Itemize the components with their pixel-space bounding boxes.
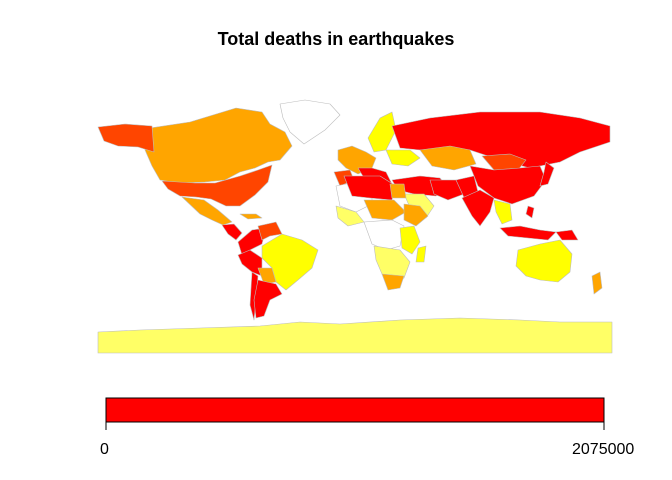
country-indonesia — [499, 225, 557, 241]
country-eastern-europe — [385, 149, 421, 167]
country-cuba — [239, 213, 263, 220]
country-central-america — [221, 223, 243, 241]
country-madagascar — [415, 245, 427, 263]
country-venezuela — [257, 221, 283, 241]
country-japan — [539, 161, 555, 187]
country-peru — [237, 249, 263, 277]
country-bolivia — [257, 267, 277, 285]
country-usa — [161, 164, 273, 207]
country-scandinavia — [367, 111, 397, 153]
country-ethiopia-horn — [403, 203, 429, 227]
country-egypt — [389, 183, 407, 199]
countries — [97, 99, 613, 354]
country-west-africa — [335, 205, 365, 227]
country-central-africa — [363, 219, 405, 251]
legend — [105, 397, 605, 430]
country-kazakhstan — [419, 145, 477, 171]
map-title: Total deaths in earthquakes — [217, 29, 455, 49]
country-new-zealand — [591, 271, 603, 295]
country-india — [461, 189, 495, 227]
legend-color-bar — [105, 397, 605, 423]
country-east-africa — [399, 225, 421, 255]
country-southeast-asia — [493, 199, 513, 225]
country-mongolia — [481, 153, 527, 171]
country-philippines — [525, 205, 535, 219]
country-china — [469, 165, 547, 205]
country-alaska — [97, 123, 155, 153]
country-brazil — [261, 233, 319, 291]
country-iran — [429, 179, 465, 201]
legend-max-label: 2075000 — [572, 441, 635, 458]
country-greenland — [279, 99, 341, 145]
country-antarctica — [97, 317, 613, 354]
legend-min-label: 0 — [100, 441, 109, 458]
country-canada — [144, 107, 293, 184]
country-png — [555, 229, 579, 241]
country-south-africa — [381, 273, 405, 291]
country-sahel — [363, 199, 407, 221]
country-argentina — [253, 279, 283, 319]
country-mexico — [181, 196, 233, 226]
country-australia — [515, 239, 573, 283]
